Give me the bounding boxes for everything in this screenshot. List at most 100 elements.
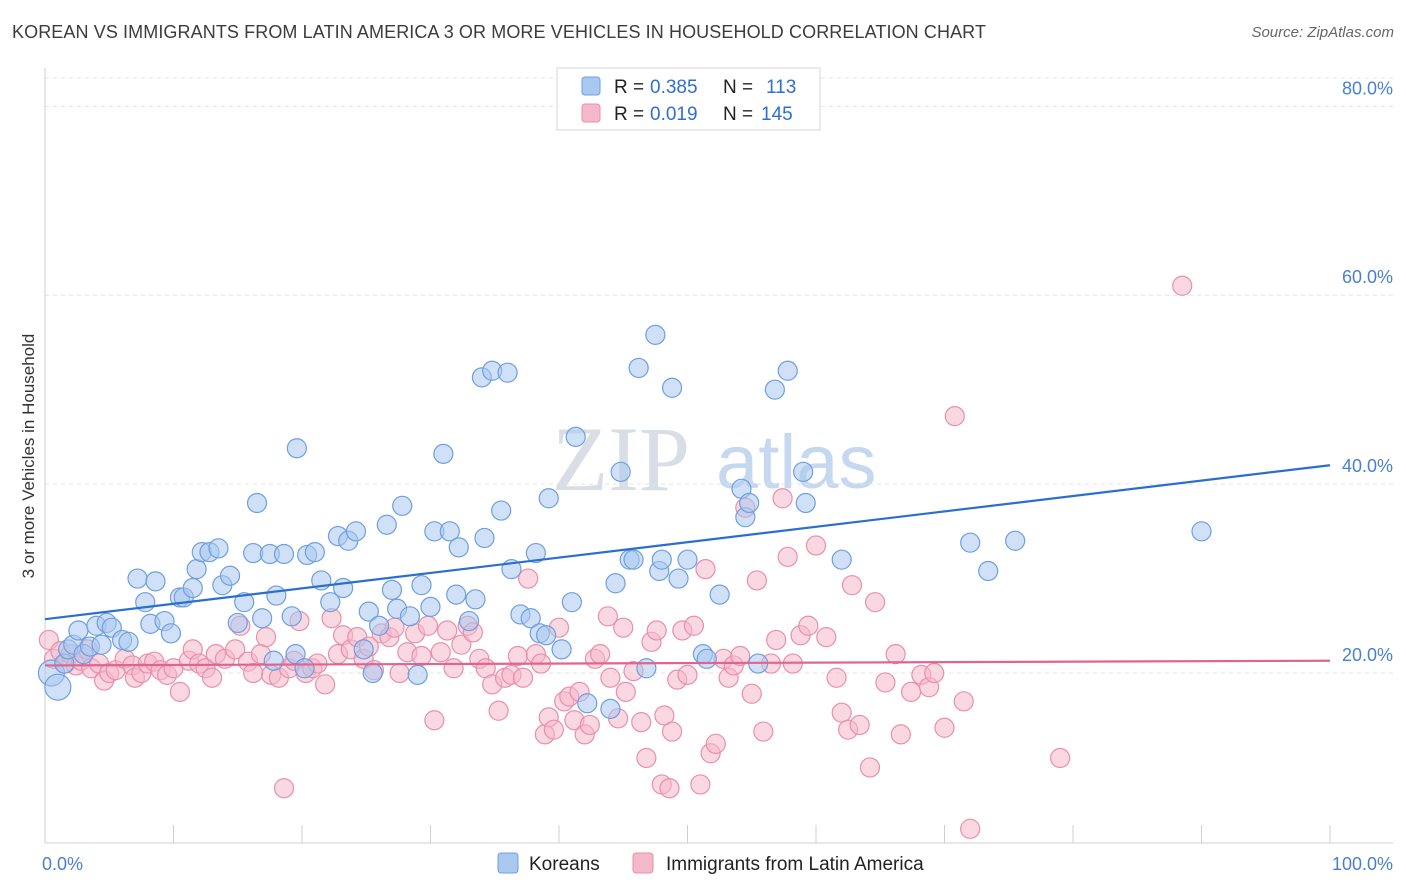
data-point [91,634,112,655]
data-point [362,662,383,684]
data-point [709,584,730,605]
legend-r-label-koreans: R = [614,77,644,98]
data-point [600,667,621,688]
data-point [536,625,557,646]
data-point [661,377,683,398]
data-point [636,747,657,769]
data-point [399,606,421,627]
data-point [597,606,618,627]
data-point [68,620,89,641]
y-axis-title: 3 or more Vehicles in Household [19,334,38,579]
data-point [1191,521,1212,542]
data-point [841,575,863,596]
data-point [225,639,246,660]
data-point [127,568,148,589]
bottom-legend-swatch-latin-america [632,852,654,874]
y-tick-label: 40.0% [1342,456,1393,476]
data-point [538,488,559,509]
data-point [227,612,248,634]
data-point [160,623,182,644]
data-point [865,592,886,613]
data-point [623,549,644,570]
data-point [439,521,460,542]
data-point [636,658,657,679]
data-point [1172,275,1193,296]
data-point [741,683,762,704]
trend-lines [44,464,1331,667]
y-tick-label: 60.0% [1342,267,1393,287]
data-point [448,537,469,558]
data-point [746,570,767,591]
data-point [777,360,798,381]
data-point [978,560,999,582]
data-point [446,584,467,605]
data-point [451,634,472,655]
data-point [960,532,981,553]
data-point [430,642,451,663]
data-point [44,673,72,701]
data-point [579,714,600,736]
data-point [924,662,945,684]
data-point [543,719,564,740]
data-point [577,693,598,714]
legend-r-label-latin-america: R = [614,104,644,125]
data-point [764,379,785,400]
data-point [1050,747,1071,769]
data-point [805,535,827,556]
data-point [960,818,981,839]
data-point [182,577,203,599]
data-point [266,585,287,606]
trend-line-koreans [44,464,1331,621]
data-point [831,702,852,723]
data-point [875,672,896,693]
data-point [392,495,413,516]
data-point [900,681,922,702]
data-point [320,592,341,613]
chart-title: KOREAN VS IMMIGRANTS FROM LATIN AMERICA … [12,22,987,42]
series-legend: Koreans Immigrants from Latin America [497,852,924,875]
data-point [696,648,717,669]
data-point [565,426,586,447]
data-point [234,592,255,613]
data-point [628,357,649,379]
watermark: ZIP atlas [552,408,877,510]
data-point [474,527,495,549]
data-point [286,438,307,459]
data-point [659,778,680,799]
data-point [273,778,295,799]
data-point [315,674,336,695]
data-point [561,592,582,613]
data-point [816,627,837,648]
data-point [551,639,572,660]
data-point [186,559,207,580]
y-tick-labels: 20.0% 40.0% 60.0% 80.0% [1342,78,1393,665]
legend-swatch-koreans [581,76,601,96]
data-point [777,546,798,567]
x-tick-label-max: 100.0% [1332,854,1393,874]
data-point [304,542,325,563]
data-point [443,658,464,679]
x-ticks [173,825,1331,843]
data-point [219,565,241,586]
data-point [668,568,689,589]
data-point [772,488,793,509]
data-point [518,568,539,589]
bottom-legend-label-koreans: Koreans [529,854,600,875]
data-point [263,650,284,671]
data-point [381,579,403,600]
data-point [376,514,397,535]
watermark-zip: ZIP [552,408,690,510]
data-point [407,664,428,685]
data-point [890,724,911,745]
data-point [201,667,223,688]
legend-box [556,67,821,131]
data-point [645,324,666,345]
data-point [793,461,814,482]
data-point [433,443,454,464]
data-point [605,573,626,594]
data-point [411,645,432,667]
y-tick-label: 20.0% [1342,645,1393,665]
data-point [273,543,295,565]
data-point [600,698,621,719]
